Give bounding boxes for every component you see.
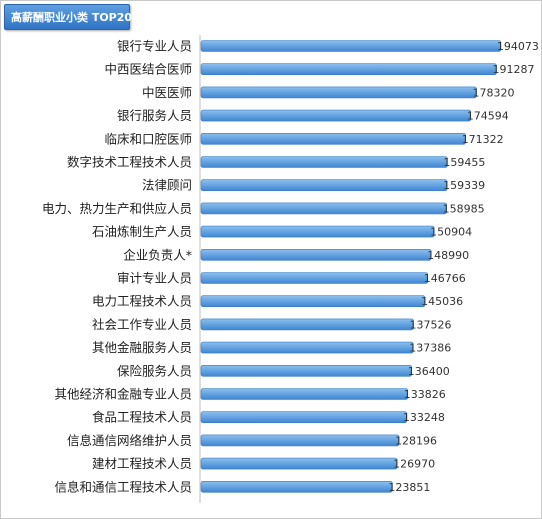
value-label: 174594 [467,110,509,123]
category-label: 建材工程技术人员 [92,456,192,471]
value-label: 159339 [443,179,485,192]
category-label: 数字技术工程技术人员 [67,155,192,170]
bar [200,434,400,447]
value-label: 133248 [403,411,445,424]
category-label: 企业负责人* [123,247,192,262]
bar [200,388,409,400]
category-label: 其他金融服务人员 [92,340,192,355]
value-label: 145036 [421,295,463,308]
value-label: 123851 [388,481,430,494]
bar [200,411,408,424]
value-label: 158985 [443,202,485,215]
bar [200,63,497,76]
bar [200,40,502,52]
bar [200,202,447,215]
category-label: 临床和口腔医师 [104,131,192,146]
category-label: 社会工作专业人员 [92,317,192,332]
value-label: 171322 [462,133,504,146]
category-label: 银行专业人员 [117,39,192,54]
bar [200,179,448,191]
bar [200,109,472,122]
category-label: 其他经济和金融专业人员 [54,387,192,402]
category-label: 中医医师 [142,85,192,100]
value-label: 194073 [497,40,539,53]
value-label: 137526 [409,318,451,331]
value-label: 136400 [408,365,450,378]
bar [200,295,426,308]
bar [200,156,448,168]
value-label: 146766 [424,272,466,285]
category-label: 中西医结合医师 [104,62,192,77]
bar [200,364,413,377]
bar [200,249,432,261]
bar [200,341,414,354]
bar [200,225,435,238]
bar [200,133,466,145]
category-label: 法律顾问 [142,178,192,193]
chart-title: 高薪酬职业小类 TOP20 [4,4,132,30]
value-label: 126970 [393,458,435,471]
category-label: 审计专业人员 [117,271,192,286]
category-label: 银行服务人员 [117,108,192,123]
category-label: 电力、热力生产和供应人员 [42,201,192,216]
bar [200,318,414,331]
bar [200,480,393,493]
value-label: 137386 [409,342,451,355]
value-label: 133826 [404,388,446,401]
category-label: 信息和通信工程技术人员 [54,479,192,494]
category-label: 保险服务人员 [117,363,192,378]
category-label: 食品工程技术人员 [92,410,192,425]
value-label: 159455 [443,156,485,169]
value-label: 191287 [493,63,535,76]
category-label: 信息通信网络维护人员 [67,433,192,448]
bar [200,272,429,284]
category-label: 电力工程技术人员 [92,294,192,309]
bar [200,457,398,470]
value-label: 148990 [427,249,469,262]
bar [200,86,477,99]
value-label: 150904 [430,226,472,239]
category-label: 石油炼制生产人员 [92,224,192,239]
value-label: 178320 [473,86,515,99]
value-label: 128196 [395,434,437,447]
